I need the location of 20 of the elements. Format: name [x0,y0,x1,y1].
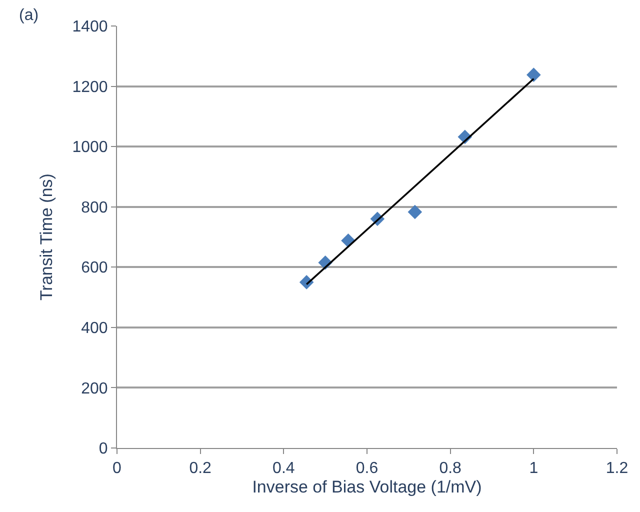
x-tick-label: 0.8 [439,460,462,478]
y-tick-label: 1000 [72,139,108,156]
y-tick-label: 200 [81,380,108,398]
x-tick-label: 1.2 [606,460,628,478]
x-tick-label: 1 [529,460,538,478]
y-tick-label: 800 [81,199,108,216]
x-tick-label: 0.6 [356,460,378,478]
x-axis-title: Inverse of Bias Voltage (1/mV) [252,478,482,497]
y-tick-label: 1200 [72,78,108,96]
y-tick-label: 600 [81,260,108,277]
x-tick-label: 0 [112,460,122,478]
text: (a) [19,7,39,24]
y-tick-label: 400 [81,320,108,338]
y-tick-label: 0 [98,440,108,458]
x-tick-label: 0.2 [189,460,212,478]
y-tick-label: 1400 [72,18,108,36]
point [526,68,541,82]
x-tick-label: 0.4 [272,460,295,478]
y-axis-title: Transit Time (ns) [36,174,56,300]
point [408,204,422,220]
